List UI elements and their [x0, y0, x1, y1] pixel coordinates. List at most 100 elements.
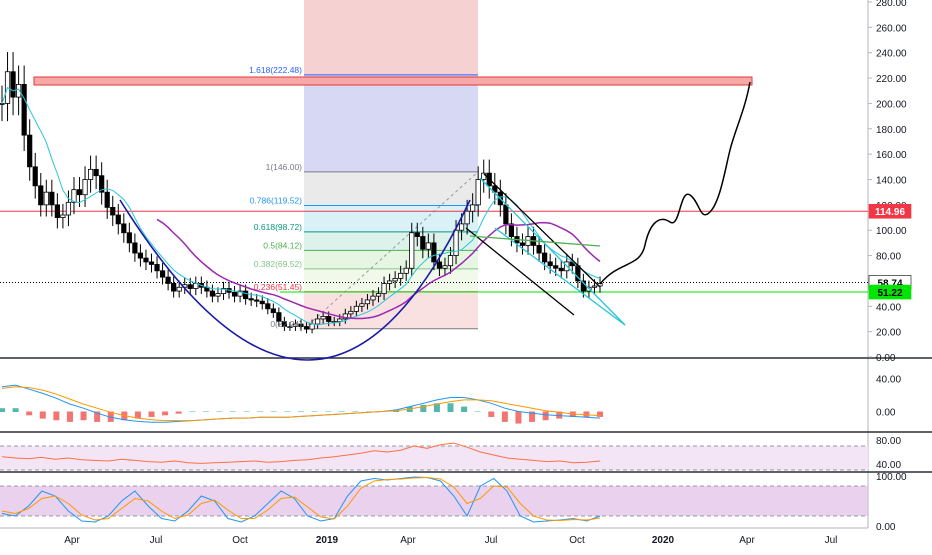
candle-body [143, 257, 149, 263]
candle-body [453, 229, 459, 256]
macd-histogram-bar [433, 403, 440, 412]
candle-body [209, 290, 216, 297]
stoch-tick-label: 100.00 [876, 472, 907, 483]
fib-zone-band [304, 268, 478, 292]
candle-body [243, 290, 249, 300]
x-tick-label: 2019 [316, 535, 339, 546]
macd-histogram-bar [39, 411, 46, 419]
macd-histogram-bar [420, 404, 427, 412]
macd-histogram-bar [447, 403, 454, 412]
rsi-band-fill [0, 446, 868, 470]
candle-body [171, 283, 177, 292]
candle-body [38, 185, 44, 206]
candle-body [71, 189, 77, 203]
macd-histogram-bar [175, 411, 182, 414]
x-tick-label: Apr [64, 535, 80, 546]
candle-body [519, 242, 526, 246]
candle-body [342, 313, 348, 320]
falling-wedge-upper [479, 177, 626, 326]
fib-zone-band [304, 205, 478, 232]
candle-body [231, 291, 238, 297]
candle-body [87, 168, 94, 180]
candle-body [93, 168, 99, 177]
y-tick-label: 240.00 [876, 49, 907, 60]
macd-histogram-bar [148, 411, 155, 417]
stoch-d-line [1, 476, 601, 522]
x-tick-label: Apr [739, 535, 755, 546]
x-tick-label: Apr [400, 535, 416, 546]
candle-body [315, 318, 321, 325]
macd-histogram-bar [284, 411, 291, 412]
fib-zones [303, 0, 479, 330]
stoch-tick-label: 0.00 [876, 522, 896, 533]
macd-histogram-bar [597, 411, 603, 417]
candle-body [337, 318, 343, 322]
macd-histogram-bar [542, 411, 549, 421]
candle-body [364, 299, 371, 305]
candle-body [276, 312, 282, 322]
candle-body [43, 191, 49, 206]
candle-body [447, 255, 454, 267]
macd-histogram-bar [474, 411, 481, 412]
fib-labels: 1.618(222.48) 1(146.00) 0.786(119.52) 0.618… [249, 65, 302, 329]
candle-body [547, 261, 553, 267]
candle-body [137, 252, 144, 259]
price-badge-bg [868, 203, 912, 219]
candle-body [220, 288, 227, 295]
green-ma-line [469, 235, 601, 247]
wedge-lower-line [465, 227, 575, 316]
candle-body [558, 267, 564, 272]
candle-body [0, 103, 5, 105]
cup-arc-line [119, 199, 471, 361]
x-tick-label: 2020 [652, 535, 675, 546]
candle-body [132, 242, 138, 254]
candle-body [254, 299, 260, 302]
candle-body [359, 303, 365, 307]
macd-histogram-bar [53, 411, 60, 421]
macd-tick-label: 40.00 [876, 375, 901, 386]
macd-histogram-bar [352, 411, 359, 412]
candle-body [392, 277, 398, 282]
candle-body [99, 175, 105, 193]
fib-level-label: 0.618(98.72) [254, 222, 302, 232]
candle-body [375, 293, 382, 297]
candle-body [259, 300, 265, 305]
y-tick-label: 0.00 [876, 353, 896, 364]
candle-body [32, 166, 38, 187]
stoch-band-fill [0, 486, 868, 516]
wedge-upper-line [483, 173, 601, 288]
macd-histogram-bar [461, 406, 468, 412]
y-tick-label: 200.00 [876, 99, 907, 110]
macd-histogram-bar [162, 411, 169, 416]
candle-body [237, 290, 243, 297]
macd-histogram-bar [515, 411, 522, 424]
candle-body [82, 179, 88, 196]
resistance-zone[interactable] [33, 76, 753, 86]
candle-body [542, 252, 548, 263]
macd-histogram-bar [26, 411, 33, 416]
rsi-tick-label: 80.00 [876, 436, 901, 447]
candle-body [270, 308, 276, 314]
candle-body [21, 84, 27, 136]
macd-histogram-bar [189, 411, 196, 412]
macd-tick-label: 0.00 [876, 408, 896, 419]
candle-body [386, 280, 393, 284]
candle-body [126, 232, 132, 244]
macd-histogram-bar [107, 411, 114, 422]
macd-histogram-bar [270, 411, 277, 412]
candle-body [154, 264, 160, 272]
candle-body [403, 267, 409, 274]
candle-body [442, 265, 448, 269]
overlays [1, 81, 751, 361]
candle-body [425, 242, 431, 250]
falling-wedge-lower [494, 227, 626, 326]
candle-body [287, 326, 293, 328]
candle-body [265, 303, 271, 310]
candle-body [503, 204, 509, 225]
price-badge-label: 58.74 [877, 279, 902, 290]
candle-body [436, 261, 443, 269]
fib-zone-band [304, 171, 478, 206]
price-badge-label: 51.22 [877, 288, 902, 299]
